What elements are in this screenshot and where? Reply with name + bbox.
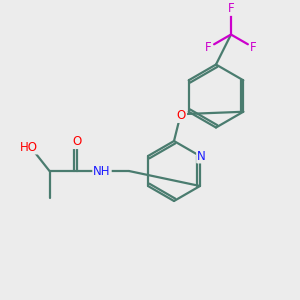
Text: F: F	[205, 41, 212, 54]
Text: O: O	[177, 109, 186, 122]
Text: O: O	[72, 135, 81, 148]
Text: F: F	[228, 2, 234, 15]
Text: HO: HO	[20, 140, 38, 154]
Text: F: F	[250, 41, 257, 54]
Text: N: N	[197, 149, 206, 163]
Text: NH: NH	[93, 164, 111, 178]
